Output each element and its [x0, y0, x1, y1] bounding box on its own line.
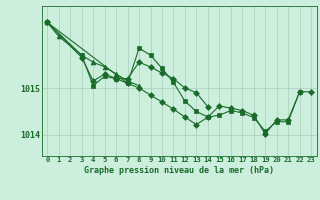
X-axis label: Graphe pression niveau de la mer (hPa): Graphe pression niveau de la mer (hPa) — [84, 166, 274, 175]
